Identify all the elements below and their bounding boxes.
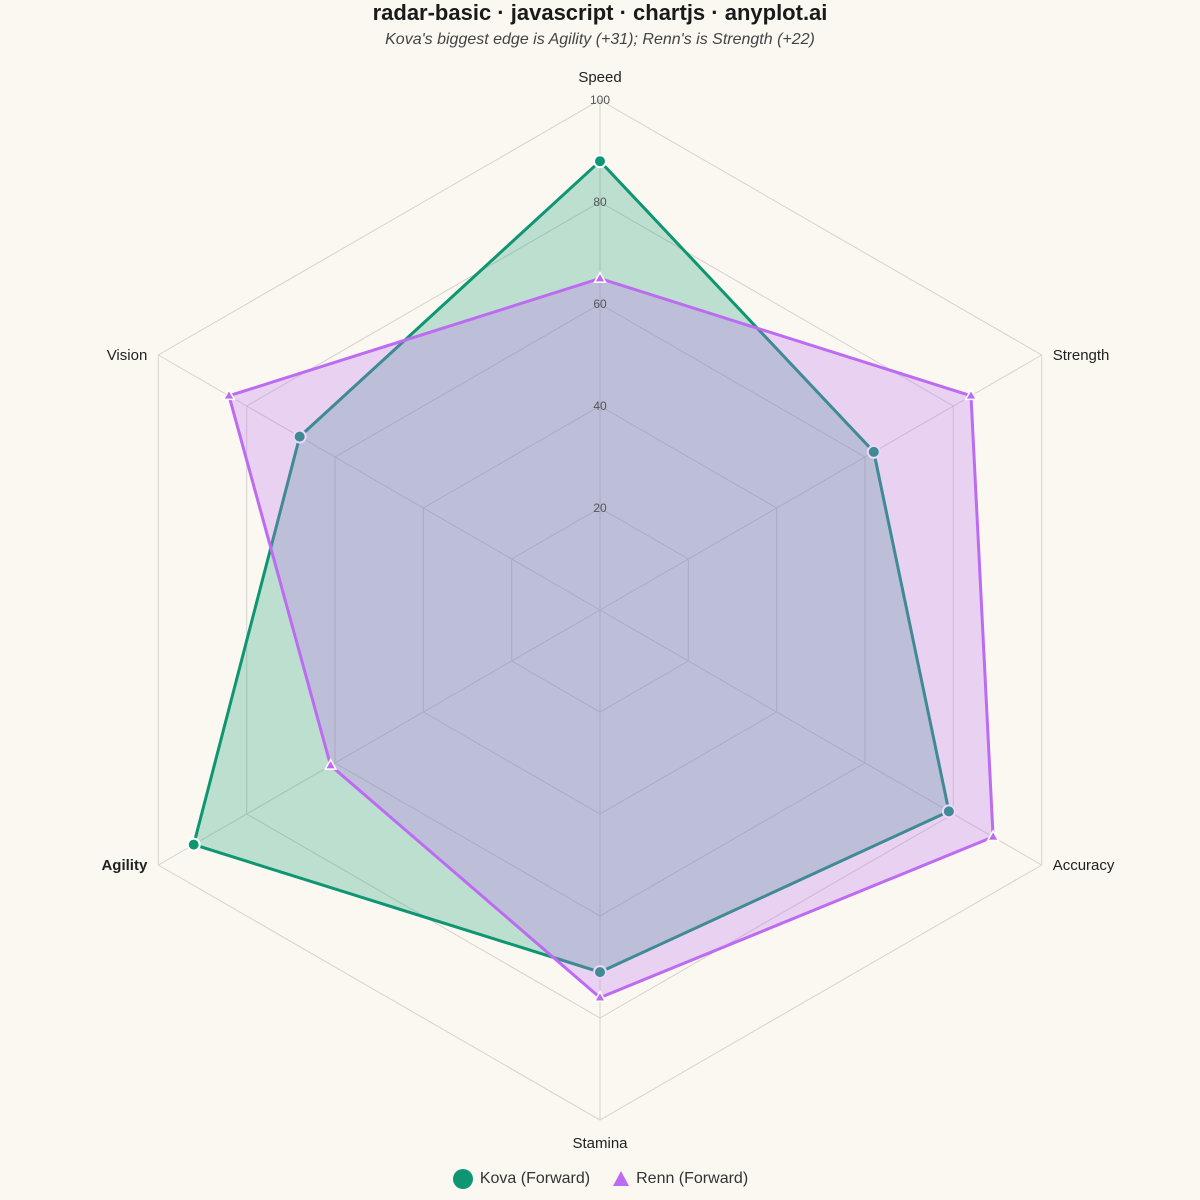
series-1 (186, 154, 956, 980)
tick-label-80: 80 (593, 195, 607, 209)
tick-label-100: 100 (590, 93, 610, 107)
series-2-point-strength[interactable] (964, 388, 978, 401)
tick-label-40: 40 (593, 399, 607, 413)
series-2-point-agility[interactable] (323, 758, 338, 770)
legend-item-1[interactable]: Kova (Forward) (452, 1168, 590, 1190)
axis-label-accuracy: Accuracy (1053, 857, 1115, 874)
series-1-point-strength[interactable] (866, 444, 881, 459)
series-1-point-speed[interactable] (593, 154, 607, 169)
axis-label-stamina: Stamina (572, 1135, 628, 1152)
spoke-accuracy (599, 609, 1042, 866)
chart-title: radar-basic · javascript · chartjs · any… (372, 0, 828, 25)
series-2 (222, 271, 1000, 1002)
series-2-point-stamina[interactable] (593, 990, 607, 1002)
tick-label-60: 60 (593, 297, 607, 311)
legend-triangle-icon (612, 1170, 630, 1188)
legend-circle-icon (452, 1168, 474, 1190)
legend-item-2[interactable]: Renn (Forward) (612, 1170, 748, 1188)
axis-label-agility: Agility (101, 857, 147, 874)
spoke-agility (158, 609, 601, 866)
series-1-point-agility[interactable] (186, 837, 201, 852)
series-1-point-stamina[interactable] (593, 965, 607, 980)
series-2-point-accuracy[interactable] (986, 829, 1000, 842)
legend-label: Renn (Forward) (636, 1170, 749, 1187)
axis-label-speed: Speed (578, 69, 621, 86)
tick-label-20: 20 (593, 501, 607, 515)
series-1-point-accuracy[interactable] (941, 804, 956, 819)
series-2-point-vision[interactable] (222, 388, 236, 401)
legend-label: Kova (Forward) (479, 1170, 591, 1187)
series-1-point-vision[interactable] (292, 429, 307, 444)
axis-label-strength: Strength (1053, 347, 1110, 364)
axis-label-vision: Vision (107, 347, 148, 364)
chart-subtitle: Kova's biggest edge is Agility (+31); Re… (385, 31, 815, 48)
legend: Kova (Forward) Renn (Forward) (0, 1168, 1200, 1190)
series-2-point-speed[interactable] (593, 271, 607, 283)
